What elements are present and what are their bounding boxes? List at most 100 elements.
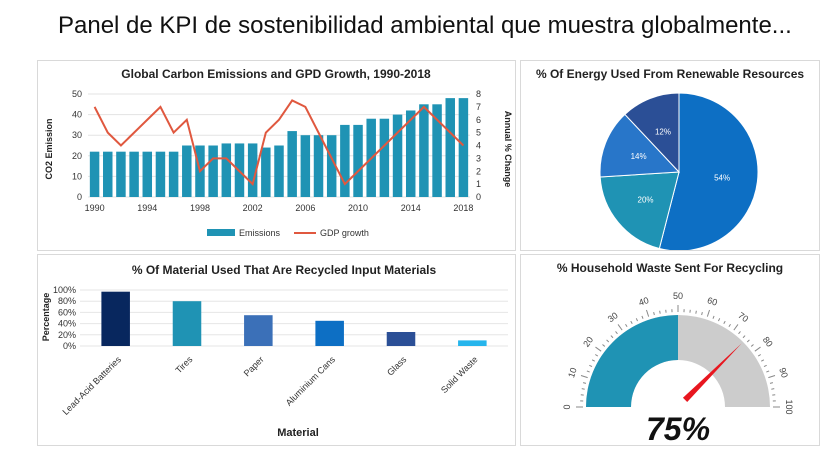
emissions-bar: [432, 104, 442, 197]
emissions-x-tick: 2014: [401, 203, 421, 213]
gauge-tick-label: 30: [606, 310, 620, 324]
gauge-tick: [630, 320, 633, 324]
gauge-tick: [606, 339, 610, 343]
emissions-y-tick: 40: [72, 110, 82, 120]
gauge-needle: [682, 343, 742, 403]
gauge-tick: [617, 324, 623, 331]
gauge-tick: [615, 331, 618, 335]
gauge-tick: [625, 323, 628, 328]
gauge-tick: [635, 318, 639, 322]
legend-emissions-label: Emissions: [239, 228, 281, 238]
gauge-tick: [659, 310, 661, 314]
material-x-tick: Paper: [242, 354, 266, 378]
material-x-axis-title: Material: [277, 427, 319, 439]
emissions-bar: [182, 145, 192, 197]
material-grid: [80, 289, 508, 347]
material-x-tick: Lead-Acid Batteries: [60, 354, 123, 417]
gauge-ticks: [576, 305, 780, 408]
gauge-tick-label: 40: [637, 295, 650, 308]
material-y-ticks: 0%20%40% 60%80%100%: [53, 285, 76, 351]
household-chart-title: % Household Waste Sent For Recycling: [557, 261, 783, 275]
emissions-x-tick: 2018: [453, 203, 473, 213]
emissions-bar: [208, 145, 218, 197]
gauge-tick: [750, 344, 754, 347]
gauge-tick-label: 90: [777, 366, 790, 379]
gauge-tick: [768, 375, 776, 379]
gauge-tick: [591, 359, 595, 362]
gauge-tick: [581, 388, 585, 390]
gauge-tick: [582, 382, 587, 384]
gauge-tick-label: 100: [784, 399, 794, 414]
gauge-tick: [594, 354, 599, 357]
gauge-tick: [695, 310, 697, 314]
emissions-x-tick: 1998: [190, 203, 210, 213]
emissions-bar: [405, 110, 416, 197]
gauge-tick: [723, 320, 726, 324]
emissions-x-tick: 1990: [85, 203, 105, 213]
gauge-tick-label: 60: [706, 295, 719, 308]
gauge-tick-label: 20: [581, 335, 595, 349]
gauge-tick: [641, 315, 644, 319]
gauge-tick: [746, 339, 750, 343]
material-x-ticks: Lead-Acid Batteries Tires Paper Aluminium C…: [60, 354, 479, 417]
gauge-tick: [769, 382, 774, 384]
emissions-bar: [116, 151, 126, 197]
gdp-y-axis-title: Annual % Change: [503, 111, 513, 188]
gdp-y-tick: 4: [476, 141, 481, 151]
pie-slices: [599, 92, 759, 250]
pie-slice: [599, 171, 680, 250]
emissions-bar: [103, 151, 113, 197]
household-gauge: % Household Waste Sent For Recycling 0 10…: [557, 261, 794, 445]
gdp-y-tick: 3: [476, 153, 481, 163]
gauge-tick: [738, 331, 741, 335]
emissions-bar: [89, 151, 100, 197]
gdp-y-ticks: 0 1 2 3 4 5 6 7 8: [476, 89, 481, 202]
emissions-x-tick: 2006: [295, 203, 315, 213]
emissions-bar: [340, 124, 350, 197]
gauge-tick: [586, 370, 590, 373]
material-chart-title: % Of Material Used That Are Recycled Inp…: [132, 263, 437, 277]
emissions-bar: [287, 131, 297, 197]
gauge-tick: [595, 346, 602, 352]
emissions-y-axis-title: CO2 Emission: [44, 118, 54, 179]
gdp-y-tick: 5: [476, 128, 481, 138]
emissions-bars: [89, 98, 469, 197]
emissions-x-tick: 2010: [348, 203, 368, 213]
emissions-bar: [458, 98, 469, 197]
emissions-x-ticks: 1990 1994 1998 2002 2006 2010 2014 2018: [85, 203, 474, 213]
gauge-tick: [717, 318, 721, 322]
material-panel: % Of Material Used That Are Recycled Inp…: [37, 254, 516, 446]
gdp-y-tick: 8: [476, 89, 481, 99]
gauge-fill: [586, 315, 678, 407]
gauge-tick-label: 80: [761, 335, 775, 349]
gauge-tick: [580, 375, 588, 379]
emissions-panel: Global Carbon Emissions and GPD Growth, …: [37, 60, 516, 251]
emissions-bar: [445, 98, 455, 197]
pie-label: 14%: [631, 152, 647, 161]
material-y-tick: 60%: [58, 307, 76, 317]
emissions-bar: [300, 135, 311, 197]
gauge-tick: [761, 359, 765, 362]
material-x-tick: Glass: [385, 354, 409, 378]
material-bar: [244, 315, 273, 346]
gauge-tick: [733, 324, 739, 331]
pie-labels: 54% 20% 14% 12%: [631, 128, 731, 205]
page-title: Panel de KPI de sostenibilidad ambiental…: [58, 12, 792, 39]
gauge-value: 75%: [646, 411, 710, 445]
household-panel: % Household Waste Sent For Recycling 0 10…: [520, 254, 820, 446]
emissions-bar: [129, 151, 139, 197]
material-chart: % Of Material Used That Are Recycled Inp…: [41, 263, 508, 439]
gauge-tick: [766, 370, 770, 373]
emissions-bar: [392, 114, 403, 197]
gauge-tick: [602, 344, 606, 347]
gauge-tick: [589, 364, 593, 368]
material-bar: [386, 332, 416, 346]
material-bar: [101, 291, 130, 346]
gauge-tick-label: 0: [562, 404, 572, 409]
gauge-tick: [728, 323, 731, 328]
gauge-tick: [610, 335, 614, 339]
emissions-y-tick: 50: [72, 89, 82, 99]
gdp-line-layer: [93, 99, 465, 187]
gauge-tick: [763, 364, 767, 368]
emissions-y-tick: 0: [77, 192, 82, 202]
